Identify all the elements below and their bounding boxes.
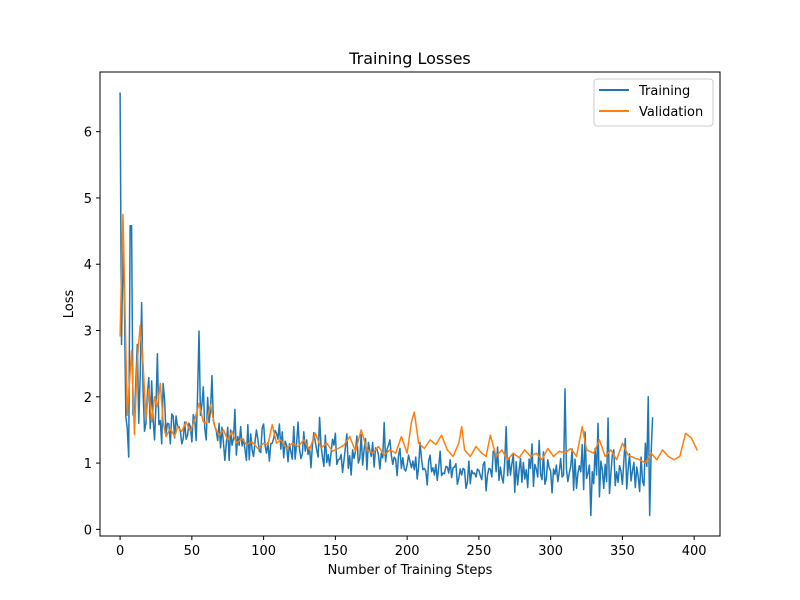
x-tick-label: 150	[323, 544, 348, 559]
x-axis-label: Number of Training Steps	[328, 563, 493, 578]
legend: Training Validation	[593, 78, 714, 127]
legend-validation-label: Validation	[639, 105, 703, 120]
y-tick-label: 0	[84, 523, 92, 538]
legend-training-label: Training	[638, 84, 690, 99]
axes-frame	[99, 71, 721, 537]
x-tick-label: 200	[395, 544, 420, 559]
x-tick-label: 250	[466, 544, 491, 559]
y-tick-label: 4	[84, 258, 92, 273]
validation-loss-line	[119, 213, 699, 464]
x-tick-label: 100	[251, 544, 276, 559]
y-tick-label: 3	[84, 325, 92, 340]
y-tick-label: 5	[84, 192, 92, 207]
x-tick-label: 350	[610, 544, 635, 559]
x-tick-label: 50	[184, 544, 201, 559]
x-tick-label: 300	[538, 544, 563, 559]
x-tick-label: 0	[116, 544, 124, 559]
y-tick-label: 6	[84, 126, 92, 141]
plot-lines	[119, 92, 699, 517]
x-axis: 0 50 100 150 200 250 300 350 400	[116, 536, 707, 559]
training-loss-line	[119, 92, 654, 517]
x-tick-label: 400	[682, 544, 707, 559]
chart-title: Training Losses	[348, 49, 471, 68]
y-tick-label: 2	[84, 391, 92, 406]
y-axis-label: Loss	[62, 290, 77, 319]
y-axis: 0 1 2 3 4 5 6	[84, 126, 100, 538]
y-tick-label: 1	[84, 457, 92, 472]
